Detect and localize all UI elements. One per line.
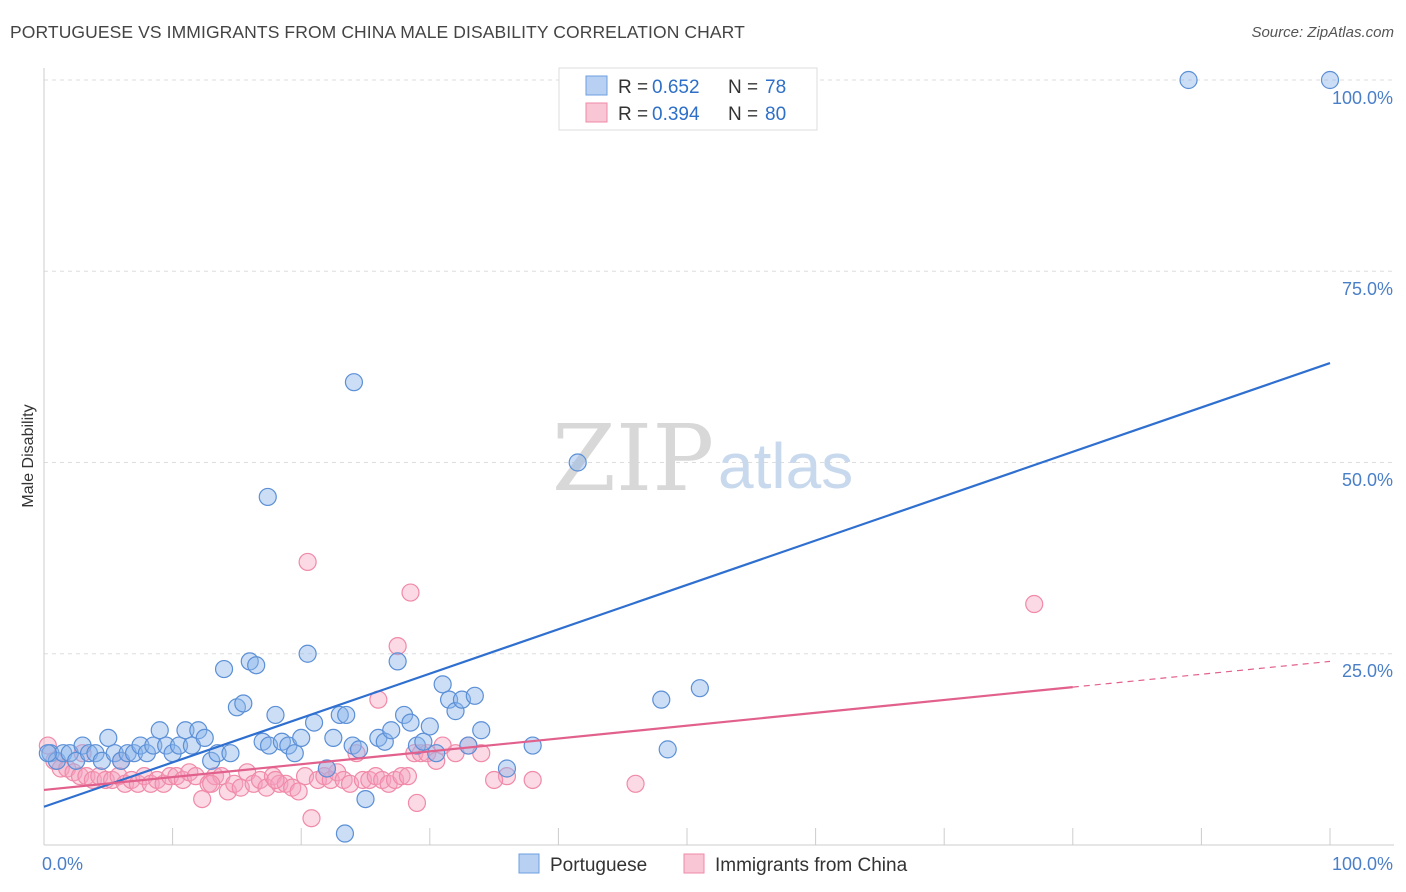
portuguese-point-59	[433, 675, 452, 694]
y-tick-label-25: 25.0%	[1342, 661, 1393, 681]
china-point-69	[388, 636, 407, 656]
portuguese-point-66	[497, 759, 517, 778]
china-point-77	[202, 774, 221, 793]
china-point-41	[302, 809, 321, 828]
watermark-atlas: atlas	[718, 430, 853, 502]
portuguese-point-24	[195, 728, 214, 748]
portuguese-point-20	[169, 736, 189, 755]
legend-swatch-portuguese	[585, 75, 608, 96]
portuguese-point-60	[439, 690, 459, 709]
y-tick-label-50: 50.0%	[1342, 470, 1393, 490]
bottom-legend-swatch-portuguese	[518, 853, 540, 874]
legend-swatch-china	[585, 102, 608, 123]
china-point-78	[266, 770, 285, 790]
china-point-66	[298, 552, 317, 572]
portuguese-point-27	[214, 659, 234, 679]
portuguese-point-75	[1179, 70, 1198, 90]
china-point-24	[193, 789, 212, 809]
portuguese-point-65	[472, 721, 491, 740]
x-tick-label-0: 0.0%	[42, 854, 83, 874]
bottom-legend-label-portuguese: Portuguese	[550, 855, 647, 876]
legend-r-value-portuguese: 0.652	[652, 77, 700, 98]
portuguese-point-64	[465, 686, 484, 705]
y-axis-label: Male Disability	[20, 404, 37, 507]
portuguese-point-63	[459, 736, 478, 755]
legend-r-value-china: 0.394	[652, 104, 700, 125]
portuguese-point-57	[420, 717, 439, 736]
portuguese-point-58	[427, 744, 446, 763]
portuguese-point-47	[349, 740, 369, 759]
portuguese-point-52	[388, 652, 407, 671]
legend-n-label-china: N =	[728, 104, 758, 125]
bottom-legend-swatch-china	[683, 853, 705, 874]
legend-n-value-portuguese: 78	[765, 77, 786, 98]
china-point-74	[1025, 594, 1044, 614]
legend-r-label-portuguese: R =	[618, 77, 648, 98]
series-portuguese-points	[38, 70, 1340, 843]
gridlines	[44, 79, 1394, 655]
legend-r-label-china: R =	[618, 104, 648, 125]
china-point-55	[392, 767, 411, 786]
portuguese-point-43	[324, 728, 343, 748]
portuguese-point-38	[285, 744, 304, 763]
portuguese-point-35	[266, 705, 285, 725]
portuguese-point-44	[330, 705, 349, 725]
portuguese-point-21	[176, 721, 195, 740]
portuguese-point-51	[382, 721, 401, 740]
portuguese-point-54	[401, 713, 420, 732]
series-china-points	[38, 552, 1044, 828]
x-tick-label-100: 100.0%	[1332, 854, 1393, 874]
watermark-zip: ZIP	[552, 405, 714, 512]
x-axis-ticks	[43, 828, 1331, 845]
trend-line-china	[43, 686, 1073, 792]
portuguese-point-56	[414, 732, 433, 751]
bottom-legend-label-china: Immigrants from China	[715, 855, 908, 876]
china-point-71	[485, 770, 504, 790]
china-point-39	[289, 782, 308, 801]
portuguese-point-9	[99, 728, 118, 748]
correlation-legend: R = 0.652 N = 78 R = 0.394 N = 80	[558, 67, 818, 131]
portuguese-point-74	[335, 824, 355, 843]
portuguese-point-16	[144, 736, 163, 755]
trend-line-china-extension	[1072, 660, 1331, 688]
portuguese-point-40	[298, 644, 317, 663]
china-point-60	[427, 751, 446, 770]
portuguese-point-69	[652, 690, 671, 709]
portuguese-point-28	[221, 744, 240, 763]
portuguese-point-42	[317, 759, 337, 778]
portuguese-point-45	[337, 705, 356, 725]
chart-title: PORTUGUESE VS IMMIGRANTS FROM CHINA MALE…	[10, 22, 745, 42]
portuguese-point-48	[356, 789, 375, 809]
portuguese-point-32	[247, 656, 266, 675]
china-point-70	[401, 583, 420, 602]
china-point-79	[407, 793, 427, 813]
source-credit: Source: ZipAtlas.com	[1251, 24, 1394, 41]
portuguese-point-71	[690, 679, 709, 698]
china-point-56	[398, 767, 418, 786]
portuguese-point-73	[344, 373, 364, 392]
trend-lines	[43, 362, 1331, 808]
legend-n-value-china: 80	[765, 104, 786, 125]
portuguese-point-77	[38, 744, 57, 763]
china-point-72	[523, 770, 542, 790]
series-legend: Portuguese Immigrants from China	[518, 853, 908, 876]
portuguese-point-76	[1320, 70, 1340, 90]
y-tick-label-75: 75.0%	[1342, 279, 1393, 299]
legend-n-label-portuguese: N =	[728, 77, 758, 98]
portuguese-point-39	[292, 728, 311, 748]
portuguese-point-61	[446, 702, 465, 721]
portuguese-point-68	[568, 453, 587, 472]
portuguese-point-17	[150, 721, 169, 740]
portuguese-point-50	[375, 732, 394, 751]
portuguese-point-70	[658, 740, 677, 759]
portuguese-point-72	[258, 487, 277, 507]
china-point-73	[626, 774, 645, 793]
trend-line-portuguese	[43, 362, 1331, 808]
portuguese-point-30	[234, 694, 253, 713]
y-tick-label-100: 100.0%	[1332, 88, 1393, 108]
